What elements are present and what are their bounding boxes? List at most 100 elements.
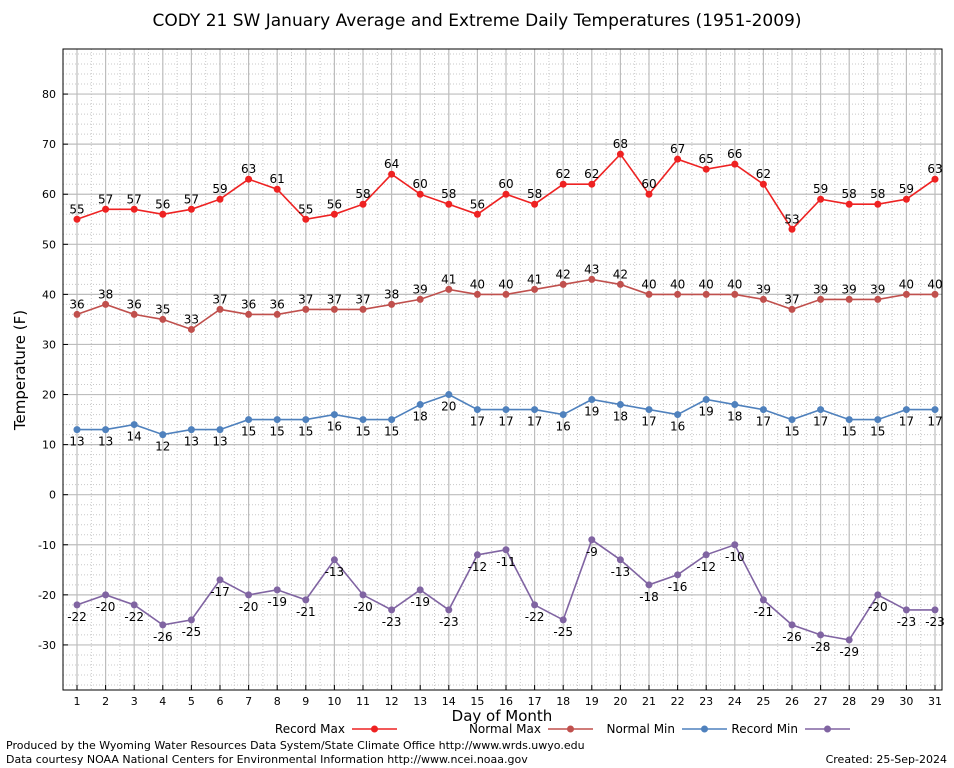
x-axis-label: Day of Month — [452, 707, 553, 725]
data-point — [473, 551, 481, 559]
data-point — [102, 300, 110, 308]
data-label: 41 — [527, 272, 542, 286]
data-label: 60 — [641, 177, 656, 191]
x-tick-label: 10 — [327, 695, 341, 708]
data-point — [702, 290, 710, 298]
data-point — [502, 190, 510, 198]
data-point — [130, 601, 138, 609]
data-label: 19 — [584, 405, 599, 419]
data-point — [731, 290, 739, 298]
x-tick-label: 26 — [785, 695, 799, 708]
data-label: 15 — [384, 425, 399, 439]
data-label: -20 — [353, 600, 373, 614]
x-tick-label: 6 — [217, 695, 224, 708]
data-point — [73, 426, 81, 434]
data-label: 58 — [842, 187, 857, 201]
data-point — [216, 576, 224, 584]
data-point — [416, 586, 424, 594]
data-point — [73, 601, 81, 609]
data-label: 62 — [556, 167, 571, 181]
legend: Record Max Normal Max Normal Min Record Min — [275, 722, 850, 736]
legend-label: Record Max — [275, 722, 345, 736]
footer-created: Created: 25-Sep-2024 — [826, 753, 947, 766]
data-label: -23 — [382, 615, 402, 629]
data-point — [187, 426, 195, 434]
data-point — [159, 621, 167, 629]
data-point — [559, 180, 567, 188]
data-point — [616, 401, 624, 409]
data-label: 14 — [127, 430, 142, 444]
data-point — [874, 295, 882, 303]
data-label: 40 — [470, 277, 485, 291]
data-point — [788, 305, 796, 313]
y-axis-label: Temperature (F) — [11, 310, 29, 431]
data-point — [102, 205, 110, 213]
data-label: -13 — [325, 565, 345, 579]
data-point — [388, 416, 396, 424]
data-label: 57 — [98, 192, 113, 206]
data-label: 37 — [355, 292, 370, 306]
data-point — [902, 406, 910, 414]
data-label: 40 — [498, 277, 513, 291]
data-label: -20 — [868, 600, 888, 614]
data-point — [388, 170, 396, 178]
data-point — [359, 416, 367, 424]
data-point — [674, 571, 682, 579]
data-point — [674, 411, 682, 419]
data-point — [388, 606, 396, 614]
data-point — [502, 546, 510, 554]
data-label: 17 — [470, 415, 485, 429]
data-label: -13 — [611, 565, 631, 579]
data-point — [531, 601, 539, 609]
y-tick-label: 30 — [42, 338, 56, 351]
data-label: 59 — [899, 182, 914, 196]
data-point — [445, 606, 453, 614]
series-layer: 55 57 57 56 57 59 63 61 55 56 58 64 60 58 56 60 58 62 62 68… — [67, 137, 945, 659]
data-label: -22 — [525, 610, 545, 624]
legend-label: Normal Min — [606, 722, 675, 736]
data-label: -21 — [296, 605, 316, 619]
data-label: 37 — [212, 292, 227, 306]
footer-produced-by: Produced by the Wyoming Water Resources … — [6, 739, 585, 752]
data-point — [817, 195, 825, 203]
data-point — [645, 190, 653, 198]
data-point — [388, 300, 396, 308]
data-point — [245, 310, 253, 318]
data-point — [130, 310, 138, 318]
data-point — [902, 195, 910, 203]
data-label: 20 — [441, 400, 456, 414]
data-point — [588, 536, 596, 544]
data-point — [159, 431, 167, 439]
data-label: 57 — [127, 192, 142, 206]
data-label: -23 — [897, 615, 917, 629]
data-label: 65 — [699, 152, 714, 166]
data-label: 18 — [727, 410, 742, 424]
data-label: -12 — [468, 560, 488, 574]
data-label: 17 — [899, 415, 914, 429]
data-label: 37 — [298, 292, 313, 306]
x-tick-label: 25 — [756, 695, 770, 708]
data-point — [874, 416, 882, 424]
data-label: 17 — [813, 415, 828, 429]
data-point — [674, 290, 682, 298]
data-label: 17 — [756, 415, 771, 429]
data-point — [330, 556, 338, 564]
x-tick-label: 29 — [871, 695, 885, 708]
data-point — [788, 416, 796, 424]
data-point — [531, 406, 539, 414]
data-label: 40 — [927, 277, 942, 291]
y-tick-label: -10 — [38, 539, 56, 552]
x-tick-label: 31 — [928, 695, 942, 708]
data-point — [759, 180, 767, 188]
data-label: 17 — [927, 415, 942, 429]
x-axis-ticks: 1 2 3 4 5 6 7 8 9 10 11 12 13 14 15 16 17 18 19 20 21 22 23 24 2… — [74, 685, 942, 708]
data-point — [273, 586, 281, 594]
data-label: 56 — [155, 197, 170, 211]
data-label: 56 — [470, 197, 485, 211]
data-label: -16 — [668, 580, 688, 594]
y-axis-ticks: 80 70 60 50 40 30 20 10 0 -10 -20 -30 — [38, 88, 68, 652]
data-label: 64 — [384, 157, 399, 171]
data-label: -22 — [124, 610, 144, 624]
data-point — [502, 406, 510, 414]
